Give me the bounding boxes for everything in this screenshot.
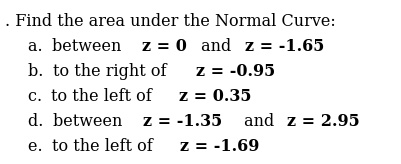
- Text: d.: d.: [28, 113, 48, 130]
- Text: to the left of: to the left of: [51, 88, 156, 105]
- Text: e.: e.: [28, 138, 47, 155]
- Text: z = -0.95: z = -0.95: [196, 63, 275, 80]
- Text: and: and: [238, 113, 278, 130]
- Text: to the right of: to the right of: [53, 63, 171, 80]
- Text: to the left of: to the left of: [52, 138, 157, 155]
- Text: z = 2.95: z = 2.95: [287, 113, 359, 130]
- Text: z = -1.69: z = -1.69: [179, 138, 259, 155]
- Text: between: between: [53, 113, 127, 130]
- Text: b.: b.: [28, 63, 48, 80]
- Text: z = 0: z = 0: [142, 38, 186, 55]
- Text: z = -1.35: z = -1.35: [142, 113, 221, 130]
- Text: a.: a.: [28, 38, 47, 55]
- Text: between: between: [52, 38, 126, 55]
- Text: z = -1.65: z = -1.65: [244, 38, 324, 55]
- Text: c.: c.: [28, 88, 47, 105]
- Text: . Find the area under the Normal Curve:: . Find the area under the Normal Curve:: [5, 13, 335, 30]
- Text: z = 0.35: z = 0.35: [179, 88, 251, 105]
- Text: and: and: [196, 38, 236, 55]
